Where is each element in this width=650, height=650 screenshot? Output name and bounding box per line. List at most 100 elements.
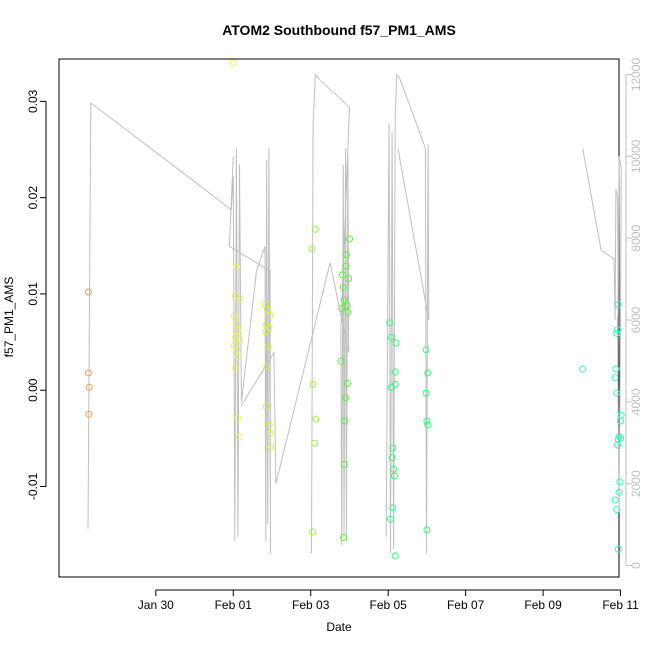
- y-tick-label: 0.03: [26, 89, 40, 113]
- data-point: [263, 362, 271, 370]
- data-point: [613, 506, 621, 514]
- data-point: [391, 368, 399, 376]
- data-point: [339, 271, 346, 279]
- y2-tick-label: 0: [629, 562, 643, 569]
- data-point: [309, 380, 317, 388]
- data-point: [340, 534, 348, 541]
- y-tick-label: 0.00: [26, 378, 40, 402]
- data-point: [389, 444, 397, 452]
- data-point: [85, 410, 93, 418]
- data-point: [346, 235, 353, 243]
- y2-tick-label: 2000: [629, 470, 643, 497]
- y-tick-label: 0.02: [26, 186, 40, 210]
- data-point: [262, 403, 270, 411]
- x-axis-label: Date: [326, 620, 352, 634]
- x-tick-label: Jan 30: [138, 598, 174, 612]
- data-point: [262, 328, 270, 335]
- data-point: [612, 365, 620, 373]
- data-point: [617, 417, 624, 425]
- data-point: [611, 374, 619, 382]
- data-point: [389, 504, 397, 512]
- y2-tick-label: 12000: [629, 58, 643, 92]
- data-point: [422, 346, 430, 354]
- y2-tick-label: 10000: [629, 139, 643, 173]
- data-point: [266, 430, 274, 437]
- data-point: [235, 433, 243, 441]
- y-tick-label: 0.01: [26, 282, 40, 306]
- y2-tick-label: 4000: [629, 388, 643, 415]
- data-point: [266, 311, 274, 319]
- data-point: [311, 439, 319, 447]
- data-point: [229, 59, 237, 67]
- data-point: [233, 320, 241, 328]
- series-line-segment: [582, 148, 622, 513]
- x-tick-label: Feb 09: [524, 598, 562, 612]
- data-point: [387, 515, 394, 523]
- data-point: [84, 288, 92, 296]
- data-point: [263, 305, 271, 313]
- data-point: [387, 333, 395, 341]
- x-tick-label: Feb 03: [292, 598, 330, 612]
- data-point: [343, 302, 351, 309]
- x-tick-label: Feb 05: [370, 598, 408, 612]
- data-point: [423, 417, 431, 425]
- data-point: [337, 357, 345, 365]
- data-point: [423, 526, 431, 534]
- data-point: [391, 552, 399, 560]
- x-axis: Jan 30 Feb 01 Feb 03 Feb 05 Feb 07 Feb 09 Feb …: [138, 589, 639, 612]
- x-tick-label: Feb 01: [215, 598, 253, 612]
- data-point: [338, 304, 346, 312]
- data-point: [265, 421, 273, 429]
- data-point: [392, 339, 400, 347]
- data-point: [422, 389, 430, 397]
- y-axis: -0.01 0.00 0.01 0.02 0.03: [26, 89, 47, 500]
- data-point: [236, 295, 244, 303]
- y2-tick-label: 8000: [629, 225, 643, 252]
- data-point: [424, 421, 432, 429]
- data-point: [614, 326, 621, 334]
- data-point: [388, 454, 396, 462]
- data-points: [84, 59, 625, 560]
- chart-title: ATOM2 Southbound f57_PM1_AMS: [222, 22, 456, 38]
- data-point: [84, 369, 92, 377]
- data-point: [233, 346, 241, 354]
- secondary-series-line: [87, 73, 622, 554]
- data-point: [344, 308, 352, 316]
- data-point: [613, 329, 621, 337]
- data-point: [611, 496, 619, 504]
- data-point: [231, 364, 239, 372]
- data-point: [308, 245, 316, 253]
- data-point: [615, 432, 623, 440]
- series-line-segment: [240, 73, 351, 554]
- data-point: [341, 417, 349, 425]
- secondary-y-axis: 0 2000 4000 6000 8000 10000 12000: [625, 58, 643, 569]
- series-line-segment: [385, 73, 430, 554]
- data-point: [342, 251, 350, 258]
- data-point: [616, 478, 624, 486]
- data-point: [230, 312, 238, 320]
- x-tick-label: Feb 11: [602, 598, 639, 612]
- data-point: [613, 389, 621, 397]
- data-point: [391, 380, 399, 388]
- data-point: [614, 545, 622, 553]
- data-point: [312, 415, 320, 423]
- data-point: [579, 365, 587, 373]
- data-point: [85, 383, 93, 391]
- data-point: [340, 460, 348, 468]
- data-point: [390, 472, 398, 480]
- data-point: [344, 380, 351, 387]
- data-point: [614, 301, 622, 308]
- data-point: [235, 336, 243, 344]
- data-point: [309, 528, 317, 536]
- data-point: [339, 283, 347, 291]
- y-axis-label: f57_PM1_AMS: [2, 277, 16, 358]
- data-point: [232, 263, 240, 271]
- data-point: [386, 319, 394, 327]
- y-tick-label: -0.01: [26, 472, 40, 500]
- data-point: [424, 369, 432, 377]
- data-point: [390, 465, 398, 473]
- x-tick-label: Feb 07: [447, 598, 485, 612]
- data-point: [340, 296, 348, 304]
- data-point: [342, 262, 350, 270]
